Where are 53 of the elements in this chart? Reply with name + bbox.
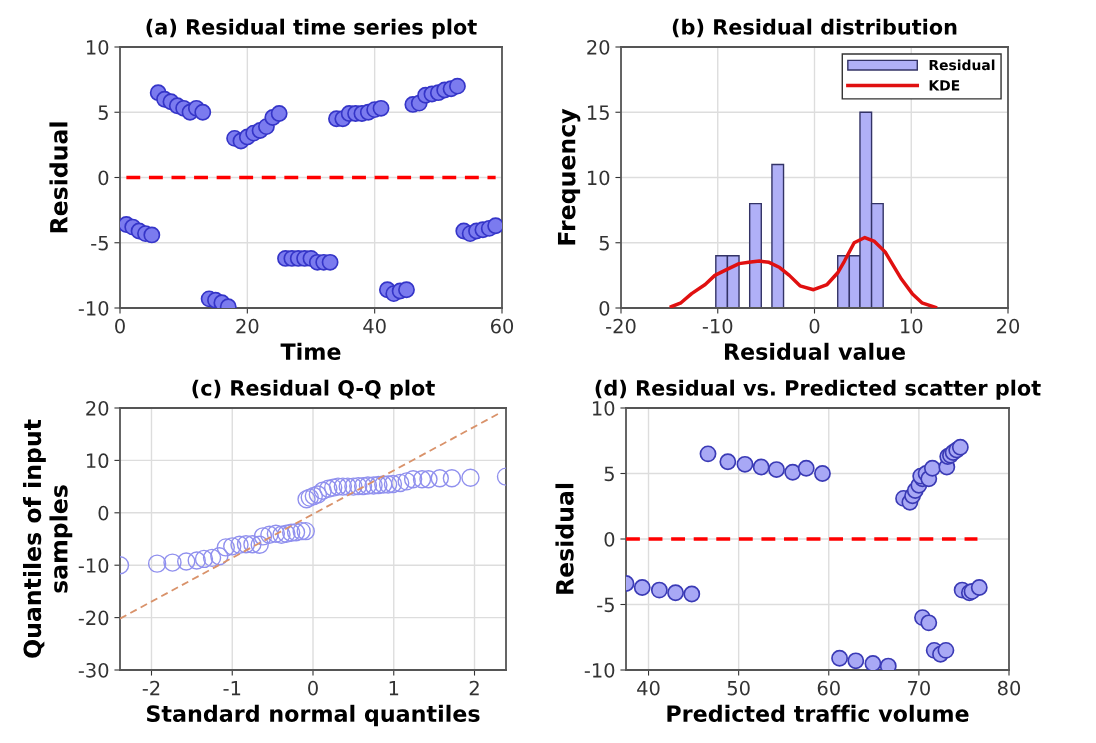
- y-axis-title: Frequency: [557, 108, 581, 245]
- x-tick-label: 60: [490, 318, 514, 334]
- x-axis-title: Time: [280, 342, 341, 360]
- chart-title: (c) Residual Q-Q plot: [192, 379, 435, 400]
- x-tick-label: 60: [817, 680, 840, 696]
- chart-title: (a) Residual time series plot: [146, 18, 477, 39]
- x-tick-label: 80: [997, 680, 1021, 696]
- y-tick-label: -20: [78, 610, 109, 626]
- y-tick-label: -10: [584, 662, 615, 678]
- y-tick-label: 5: [604, 466, 614, 482]
- x-tick-label: 50: [727, 680, 750, 696]
- x-tick-label: 70: [908, 680, 930, 696]
- y-tick-label: 0: [98, 505, 109, 521]
- x-tick-label: 0: [308, 680, 318, 696]
- x-tick-label: 0: [115, 318, 125, 334]
- y-tick-label: 20: [587, 39, 610, 55]
- y-tick-label: 5: [599, 235, 609, 251]
- x-axis-title: Predicted traffic volume: [667, 704, 969, 722]
- y-tick-label: 15: [587, 105, 609, 120]
- y-tick-label: 10: [86, 39, 109, 55]
- x-axis-title: Residual value: [724, 342, 905, 360]
- x-tick-label: -2: [142, 680, 160, 696]
- x-tick-label: 0: [809, 318, 820, 334]
- x-axis-title: Standard normal quantiles: [147, 704, 480, 727]
- y-tick-label: 0: [98, 170, 109, 186]
- y-tick-label: 10: [86, 453, 109, 469]
- y-tick-label: 20: [86, 400, 109, 416]
- y-tick-label: -30: [78, 662, 109, 678]
- y-axis-title: Quantiles of input samples: [22, 419, 73, 658]
- x-tick-label: 10: [901, 318, 923, 334]
- y-tick-label: -5: [597, 597, 614, 613]
- x-tick-label: -10: [702, 318, 733, 334]
- y-axis-title: Residual: [555, 483, 574, 594]
- y-tick-label: -5: [91, 235, 108, 251]
- x-tick-label: 20: [997, 318, 1020, 334]
- x-tick-label: 2: [469, 680, 479, 696]
- y-tick-label: 0: [604, 531, 615, 547]
- x-tick-label: 40: [363, 318, 386, 334]
- chart-title: (d) Residual vs. Predicted scatter plot: [595, 379, 1041, 400]
- y-tick-label: -10: [78, 558, 109, 573]
- y-tick-label: 5: [98, 105, 108, 120]
- y-tick-label: 10: [587, 170, 610, 186]
- legend-label: Residual: [929, 59, 995, 71]
- y-axis-title: Residual: [49, 122, 68, 233]
- x-tick-label: 40: [637, 680, 660, 696]
- y-tick-label: 10: [592, 400, 615, 416]
- x-tick-label: -1: [223, 681, 241, 696]
- x-tick-label: 20: [236, 318, 259, 334]
- y-tick-label: -10: [78, 300, 109, 316]
- chart-title: (b) Residual distribution: [672, 18, 957, 38]
- x-tick-label: 1: [389, 681, 399, 696]
- legend-label: KDE: [929, 80, 960, 91]
- y-tick-label: 0: [599, 300, 610, 316]
